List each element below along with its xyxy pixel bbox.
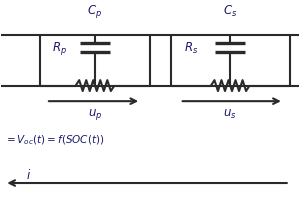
Text: $R_p$: $R_p$ [52,40,67,57]
Text: $u_p$: $u_p$ [88,107,102,122]
Text: $u_s$: $u_s$ [224,108,237,121]
Text: $C_p$: $C_p$ [88,3,103,20]
Text: $C_s$: $C_s$ [223,4,237,19]
Text: $R_s$: $R_s$ [184,41,199,56]
Text: $i$: $i$ [26,168,31,182]
Text: $=V_{oc}(t)=f(SOC(t))$: $=V_{oc}(t)=f(SOC(t))$ [4,133,105,147]
